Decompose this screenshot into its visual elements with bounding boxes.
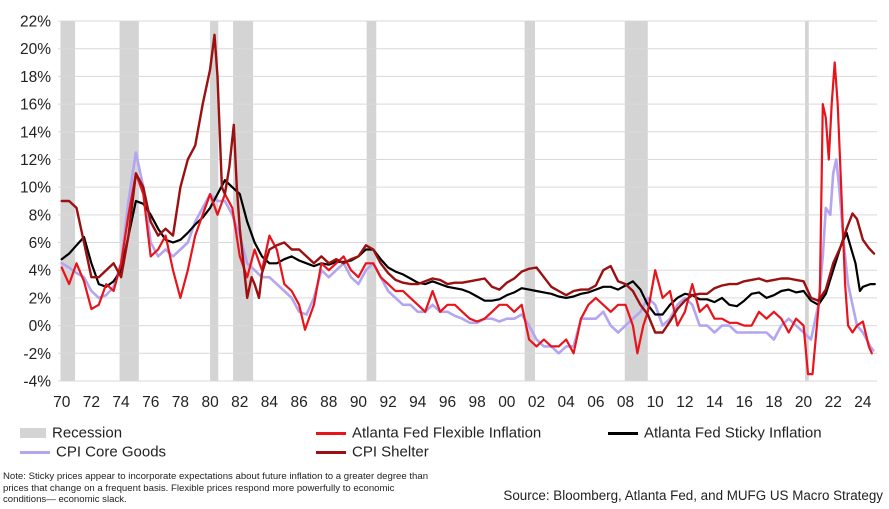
y-tick-label: 18%	[20, 69, 51, 86]
x-tick-label: 12	[676, 394, 693, 411]
recession-bands	[60, 21, 809, 381]
x-tick-label: 24	[854, 394, 872, 411]
legend-label-recession: Recession	[52, 424, 123, 442]
legend-item-recession: Recession	[20, 424, 122, 442]
y-tick-label: 0%	[29, 318, 52, 335]
recession-swatch	[20, 428, 46, 439]
x-tick-label: 84	[261, 394, 279, 411]
x-tick-label: 16	[736, 394, 753, 411]
x-tick-label: 70	[53, 394, 71, 411]
x-tick-label: 72	[83, 394, 100, 411]
legend-label-sticky: Atlanta Fed Sticky Inflation	[644, 424, 822, 442]
recession-band	[233, 21, 254, 381]
x-tick-label: 90	[350, 394, 368, 411]
sticky-swatch	[608, 431, 638, 435]
x-tick-label: 00	[498, 394, 516, 411]
core-goods-swatch	[20, 450, 50, 454]
series-line-atlanta-fed-flexible-inflation	[60, 61, 873, 376]
gridlines	[58, 20, 877, 382]
x-tick-label: 14	[706, 394, 724, 411]
y-tick-label: 10%	[20, 180, 51, 197]
x-tick-label: 88	[320, 394, 337, 411]
y-tick-label: 12%	[20, 152, 51, 169]
x-tick-label: 98	[469, 394, 486, 411]
x-tick-label: 76	[142, 394, 159, 411]
y-tick-label: 2%	[29, 290, 52, 307]
y-tick-label: 6%	[29, 235, 52, 252]
x-tick-label: 20	[795, 394, 813, 411]
recession-band	[524, 21, 536, 381]
recession-band	[624, 21, 648, 381]
x-tick-label: 04	[558, 394, 576, 411]
x-tick-label: 96	[439, 394, 456, 411]
x-tick-label: 82	[231, 394, 248, 411]
x-tick-label: 06	[587, 394, 604, 411]
x-tick-label: 22	[825, 394, 842, 411]
legend-label-core-goods: CPI Core Goods	[56, 443, 167, 461]
inflation-chart: -4% -2% 0% 2% 4% 6% 8% 10% 12% 14% 16% 18% 20% 22% 70…	[20, 14, 877, 411]
x-tick-label: 74	[112, 394, 130, 411]
x-tick-label: 08	[617, 394, 634, 411]
recession-band	[366, 21, 377, 381]
legend-label-shelter: CPI Shelter	[352, 443, 429, 461]
y-tick-label: 8%	[29, 207, 52, 224]
y-tick-label: 20%	[20, 41, 51, 58]
x-tick-label: 18	[765, 394, 782, 411]
y-axis-tick-labels: -4% -2% 0% 2% 4% 6% 8% 10% 12% 14% 16% 18% 20% 22%	[20, 14, 51, 391]
series-lines	[60, 33, 876, 376]
legend-item-shelter: CPI Shelter	[316, 443, 429, 461]
x-axis-tick-labels: 70 72 74 76 78 80 82 84 86 88 90 92 94 96 98 00 02 04 06 08…	[53, 394, 872, 411]
shelter-swatch	[316, 450, 346, 454]
x-tick-label: 78	[172, 394, 189, 411]
y-tick-label: -4%	[23, 374, 51, 391]
x-tick-label: 92	[379, 394, 396, 411]
series-line-cpi-core-goods	[60, 151, 875, 355]
y-tick-label: -2%	[23, 346, 51, 363]
x-tick-label: 86	[290, 394, 307, 411]
series-line-cpi-shelter	[60, 33, 876, 334]
x-tick-label: 10	[647, 394, 665, 411]
legend-item-flexible: Atlanta Fed Flexible Inflation	[316, 424, 541, 442]
x-tick-label: 80	[201, 394, 219, 411]
y-tick-label: 14%	[20, 124, 51, 141]
x-tick-label: 94	[409, 394, 427, 411]
chart-note: Note: Sticky prices appear to incorporat…	[3, 471, 429, 506]
recession-band	[805, 21, 809, 381]
x-tick-label: 02	[528, 394, 545, 411]
y-tick-label: 16%	[20, 97, 51, 114]
legend-label-flexible: Atlanta Fed Flexible Inflation	[352, 424, 542, 442]
flexible-swatch	[316, 431, 346, 435]
y-tick-label: 22%	[20, 14, 51, 31]
chart-source: Source: Bloomberg, Atlanta Fed, and MUFG…	[503, 488, 883, 503]
y-tick-label: 4%	[29, 263, 52, 280]
legend-item-core-goods: CPI Core Goods	[20, 443, 166, 461]
legend-item-sticky: Atlanta Fed Sticky Inflation	[608, 424, 822, 442]
